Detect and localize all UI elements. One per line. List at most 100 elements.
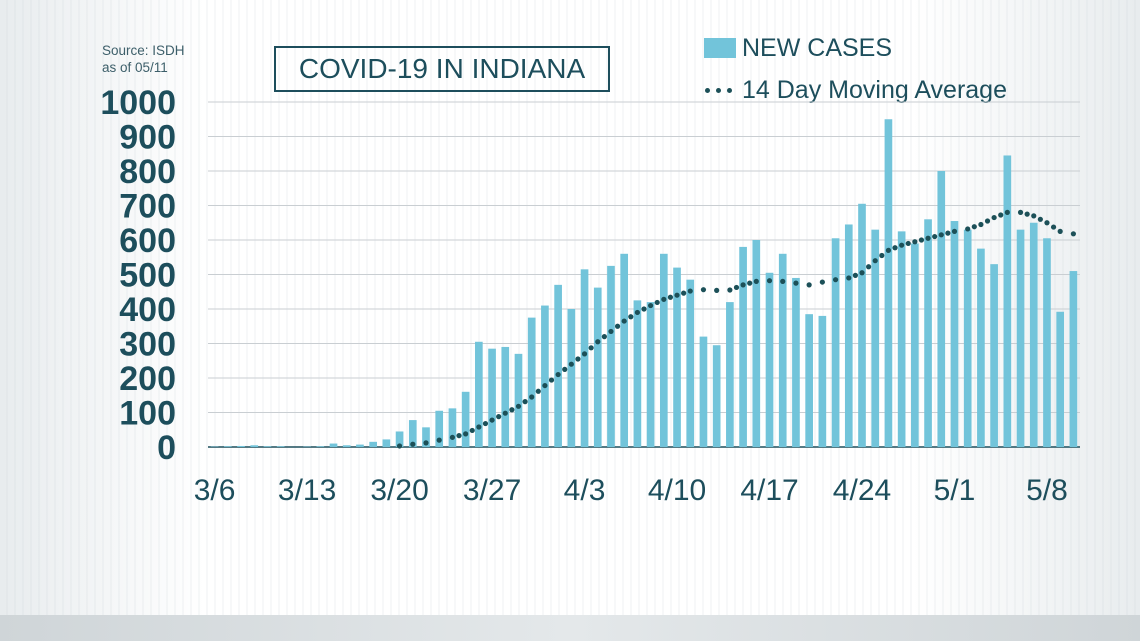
moving-average-dot	[727, 287, 733, 293]
x-tick-label: 5/8	[1026, 474, 1068, 507]
bar	[977, 248, 985, 447]
x-tick-label: 5/1	[934, 474, 976, 507]
moving-average-dot	[819, 279, 825, 285]
moving-average-dot	[714, 287, 720, 293]
bar	[1056, 311, 1065, 447]
moving-average-dot	[846, 275, 852, 281]
x-tick-label: 4/3	[564, 474, 606, 507]
moving-average-dot	[866, 264, 872, 270]
moving-average-dot	[588, 345, 594, 351]
bar	[408, 420, 417, 447]
bar	[607, 265, 615, 447]
moving-average-dot	[740, 282, 746, 288]
y-tick-label: 400	[119, 291, 176, 329]
moving-average-dot	[535, 388, 541, 394]
moving-average-dot	[496, 414, 502, 420]
moving-average-dot	[489, 417, 495, 423]
moving-average-dot	[905, 240, 911, 247]
bar	[726, 302, 734, 447]
moving-average-dot	[912, 239, 918, 245]
moving-average-dot	[568, 361, 574, 367]
moving-average-dot	[925, 235, 931, 241]
x-tick-label: 4/17	[740, 474, 798, 507]
moving-average-dot	[595, 339, 601, 345]
moving-average-dot	[436, 437, 442, 443]
moving-average-dot	[575, 356, 581, 362]
moving-average-dot	[509, 407, 515, 413]
moving-average-dot	[469, 427, 475, 434]
moving-average-dot	[482, 420, 489, 427]
bar	[1016, 229, 1025, 447]
moving-average-dot	[984, 218, 991, 224]
bar	[712, 345, 721, 447]
as-of-date: as of 05/11	[102, 60, 168, 75]
bar	[950, 221, 959, 447]
bar	[765, 272, 774, 447]
bar	[884, 119, 893, 447]
moving-average-dot	[1024, 211, 1030, 217]
moving-average-dot	[700, 287, 707, 293]
moving-average-dot	[502, 410, 508, 416]
bar	[329, 443, 338, 447]
bar	[448, 408, 457, 447]
bar	[805, 314, 813, 447]
moving-average-dot	[681, 290, 687, 296]
moving-average-dot	[780, 278, 786, 284]
legend: NEW CASES 14 Day Moving Average	[704, 30, 1007, 114]
moving-average-dot	[548, 377, 555, 383]
moving-average-dot	[456, 433, 462, 439]
y-tick-label: 500	[119, 257, 176, 295]
moving-average-dot	[1057, 228, 1063, 234]
moving-average-dot	[1050, 224, 1057, 230]
legend-bar-swatch	[704, 38, 736, 58]
y-tick-label: 300	[119, 326, 176, 364]
moving-average-dot	[978, 221, 984, 228]
legend-item-new-cases: NEW CASES	[704, 30, 1007, 66]
source-line: Source: ISDH	[102, 43, 185, 58]
legend-item-moving-average: 14 Day Moving Average	[704, 72, 1007, 108]
bar	[924, 219, 932, 447]
moving-average-dot	[423, 440, 429, 446]
y-tick-label: 100	[119, 395, 176, 433]
bar	[620, 253, 629, 447]
bar	[580, 269, 589, 447]
bar	[831, 238, 840, 447]
bar	[990, 264, 998, 447]
moving-average-dot	[674, 292, 680, 298]
moving-average-dot	[581, 351, 588, 357]
bar	[356, 444, 364, 447]
moving-average-dot	[634, 309, 640, 316]
bar	[342, 445, 351, 447]
moving-average-dot	[951, 228, 958, 234]
bar	[897, 231, 906, 447]
moving-average-dot	[562, 366, 568, 372]
moving-average-dot	[476, 424, 482, 430]
bar	[369, 441, 377, 447]
moving-average-dot	[601, 334, 607, 340]
bar	[223, 446, 232, 447]
bar	[673, 267, 681, 447]
moving-average-dot	[614, 323, 621, 329]
bar	[1043, 238, 1051, 447]
moving-average-dot	[918, 237, 925, 243]
moving-average-dot	[661, 296, 667, 302]
bar	[514, 353, 523, 447]
moving-average-dot	[832, 277, 839, 283]
x-tick-label: 3/6	[194, 474, 236, 507]
bar	[475, 341, 483, 447]
moving-average-dot	[555, 371, 561, 378]
moving-average-dot	[608, 328, 614, 335]
moving-average-dot	[687, 288, 693, 294]
moving-average-dot	[991, 214, 997, 221]
bar	[1029, 222, 1038, 447]
bar	[527, 317, 536, 447]
legend-dots-swatch	[704, 80, 740, 100]
legend-label-moving-average: 14 Day Moving Average	[742, 75, 1007, 104]
moving-average-dot	[938, 232, 944, 238]
bar	[858, 203, 866, 447]
x-tick-label: 3/27	[463, 474, 521, 507]
bar	[871, 229, 880, 447]
chart-title: COVID-19 IN INDIANA	[274, 46, 610, 92]
moving-average-dot	[667, 294, 674, 300]
